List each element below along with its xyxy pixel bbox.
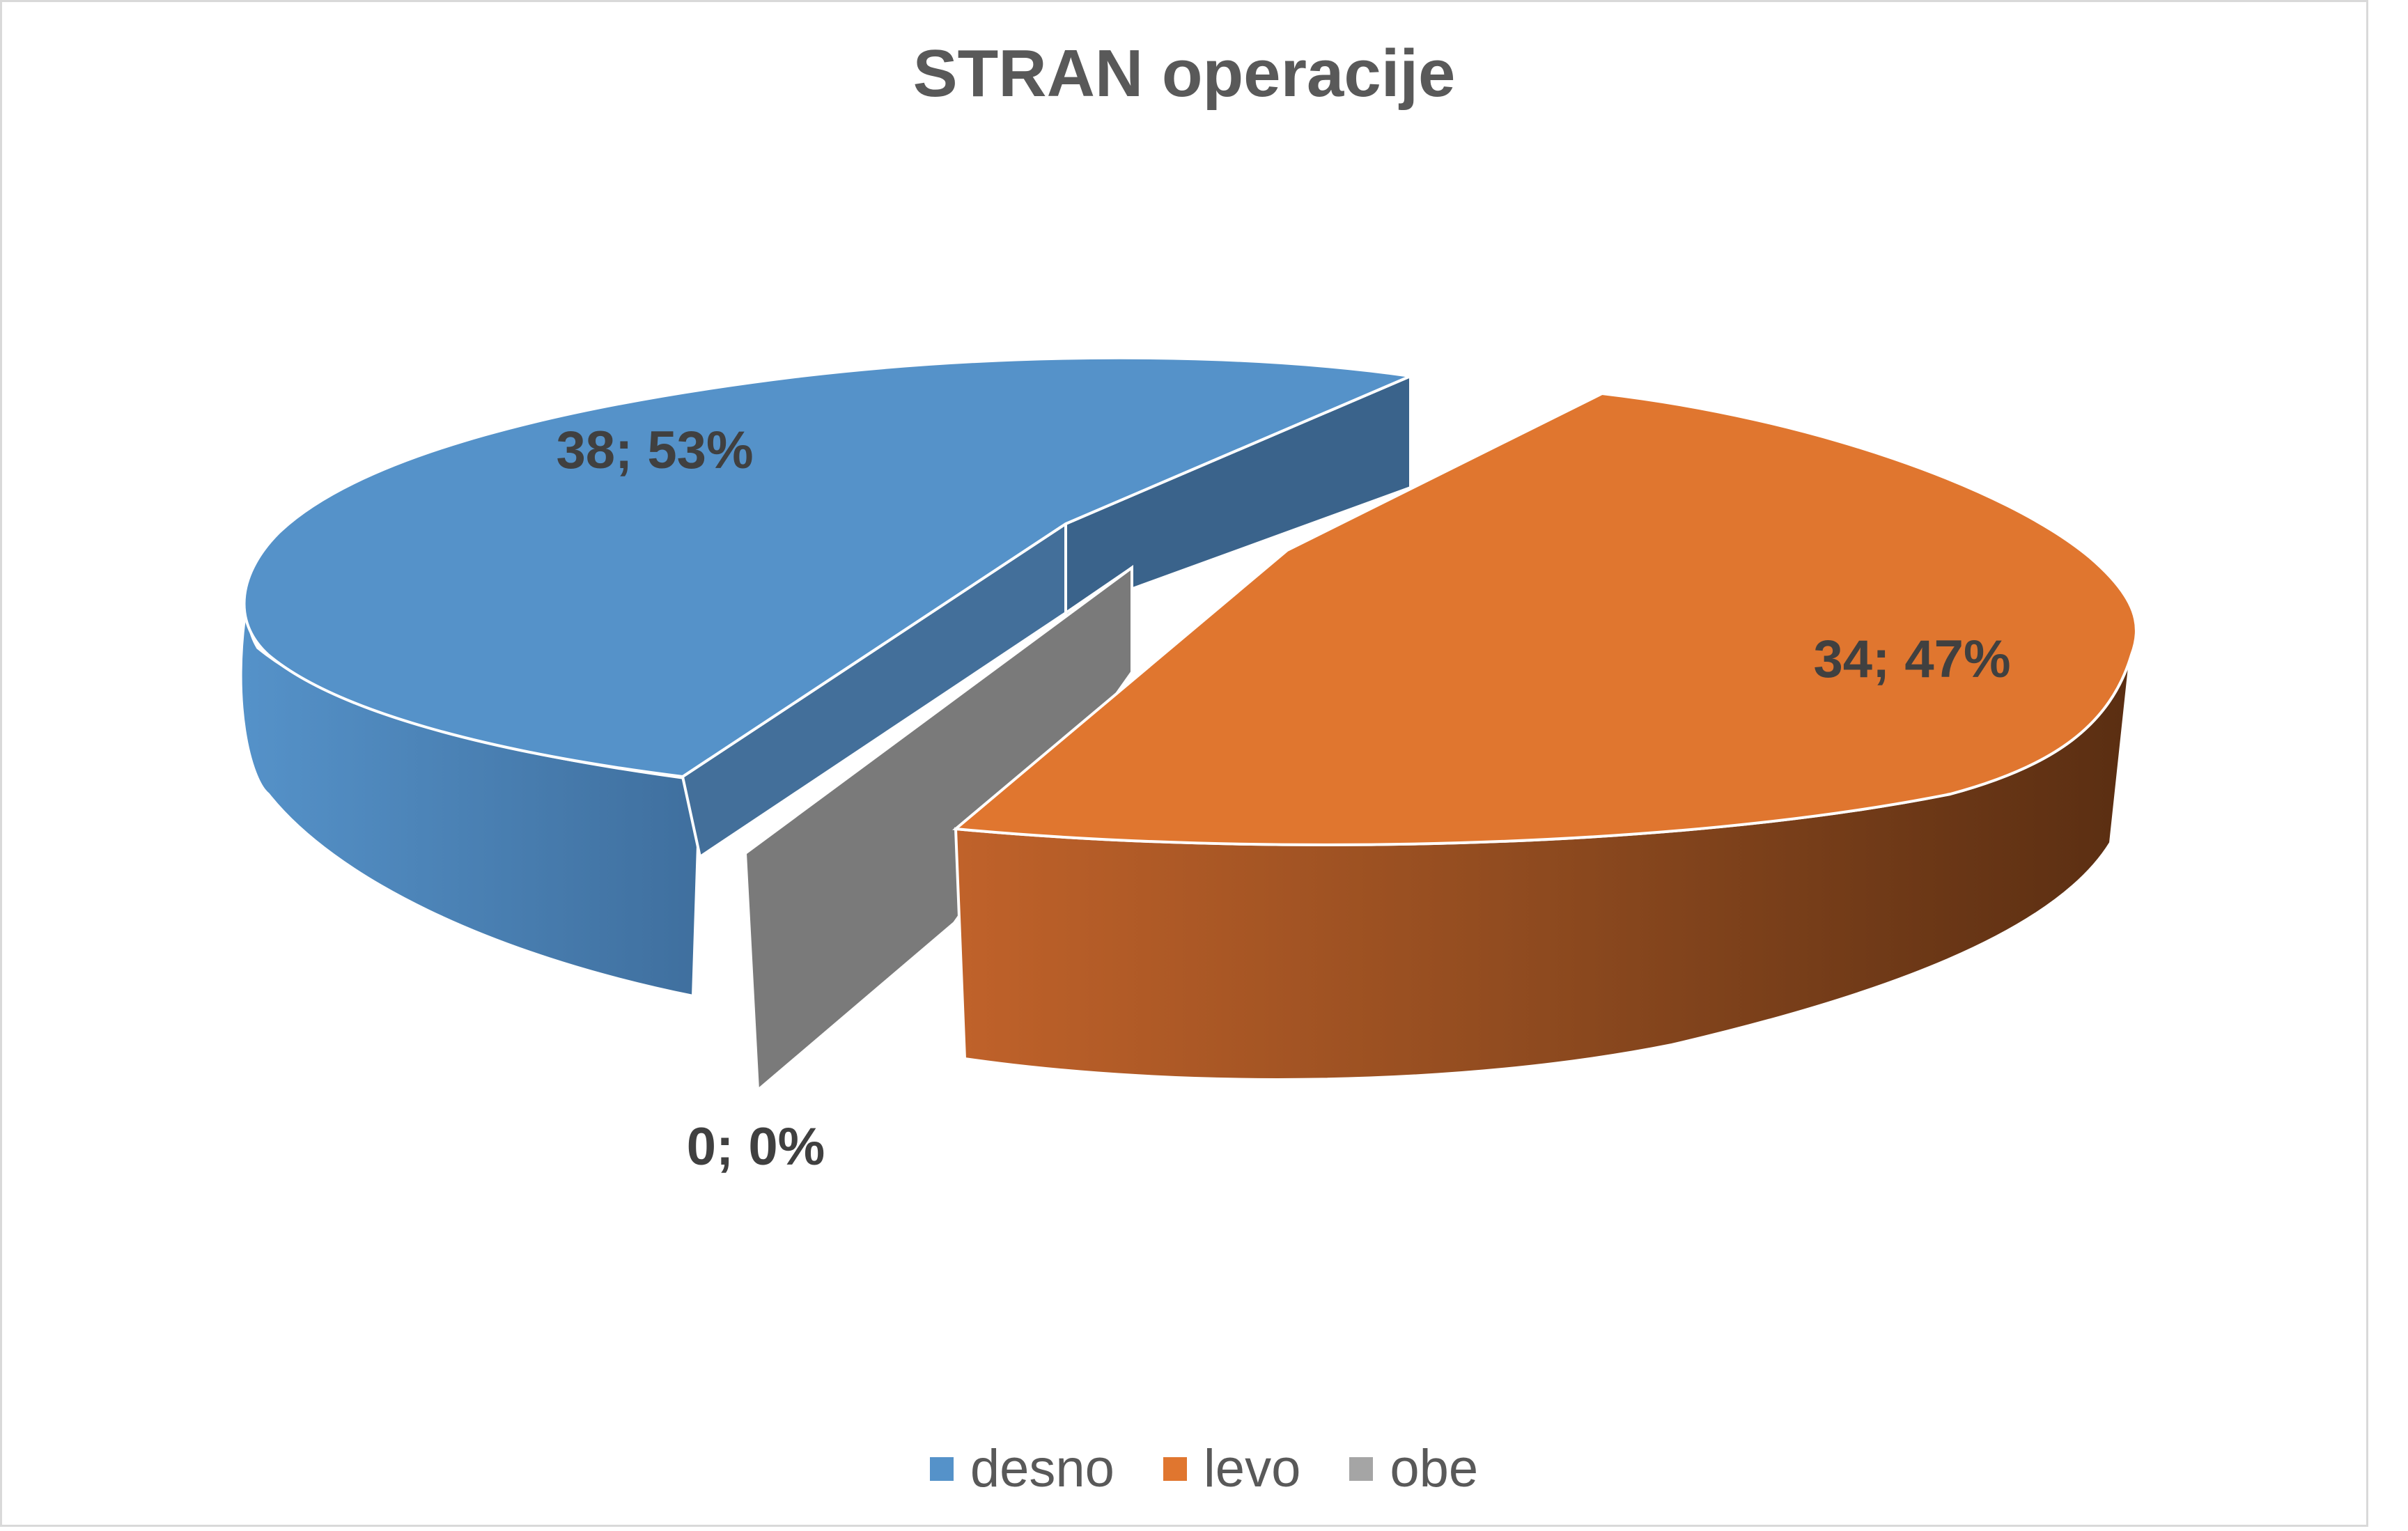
legend-label-desno: desno [970,1439,1114,1498]
data-label-levo: 34; 47% [1813,630,2010,689]
legend-label-obe: obe [1390,1439,1479,1498]
slice-levo[interactable] [952,391,2138,1081]
legend-label-levo: levo [1203,1439,1301,1498]
data-label-obe: 0; 0% [687,1117,825,1176]
chart-title: STRAN operacije [912,36,1456,111]
legend-item-desno[interactable]: desno [929,1438,1114,1499]
legend-item-levo[interactable]: levo [1163,1438,1300,1499]
legend-swatch-levo [1163,1456,1187,1481]
chart-legend: desno levo obe [0,1438,2408,1499]
legend-swatch-desno [929,1456,954,1481]
legend-item-obe[interactable]: obe [1349,1438,1478,1499]
slice-levo-top [952,391,2138,846]
legend-swatch-obe [1349,1456,1374,1481]
data-label-desno: 38; 53% [556,421,753,480]
slice-desno-top [242,356,1416,779]
